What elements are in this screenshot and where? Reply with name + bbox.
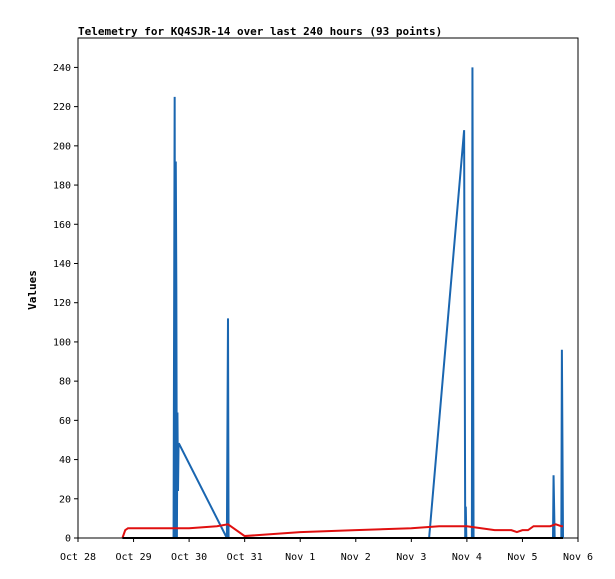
chart-title: Telemetry for KQ4SJR-14 over last 240 ho… [78, 25, 442, 38]
x-tick-label: Nov 4 [452, 552, 482, 563]
x-tick-label: Oct 29 [115, 552, 151, 563]
x-tick-label: Nov 5 [507, 552, 537, 563]
y-tick-label: 120 [53, 298, 71, 309]
y-tick-label: 40 [59, 455, 71, 466]
x-axis: Oct 28 Oct 29 Oct 30 Oct 31 Nov 1 Nov 2 Nov 3 N… [60, 538, 593, 563]
x-tick-label: Nov 6 [563, 552, 593, 563]
y-tick-label: 0 [65, 534, 71, 545]
y-tick-label: 180 [53, 181, 71, 192]
y-tick-label: 140 [53, 259, 71, 270]
y-axis: 0 20 40 60 80 100 120 140 160 180 200 220 240 [53, 63, 78, 545]
y-tick-label: 160 [53, 220, 71, 231]
plot-area [77, 37, 579, 539]
x-tick-label: Nov 1 [285, 552, 315, 563]
y-tick-label: 20 [59, 494, 71, 505]
x-tick-label: Oct 30 [171, 552, 207, 563]
y-tick-label: 80 [59, 377, 71, 388]
series-line-blue [122, 67, 564, 539]
y-tick-label: 240 [53, 63, 71, 74]
y-tick-label: 220 [53, 102, 71, 113]
x-tick-label: Nov 2 [341, 552, 371, 563]
y-tick-label: 60 [59, 416, 71, 427]
y-tick-label: 100 [53, 337, 71, 348]
series-line-red [121, 523, 563, 539]
y-axis-label: Values [26, 270, 39, 310]
series-layer [121, 67, 564, 539]
y-tick-label: 200 [53, 141, 71, 152]
x-tick-label: Oct 31 [227, 552, 263, 563]
x-tick-label: Oct 28 [60, 552, 96, 563]
x-tick-label: Nov 3 [396, 552, 426, 563]
